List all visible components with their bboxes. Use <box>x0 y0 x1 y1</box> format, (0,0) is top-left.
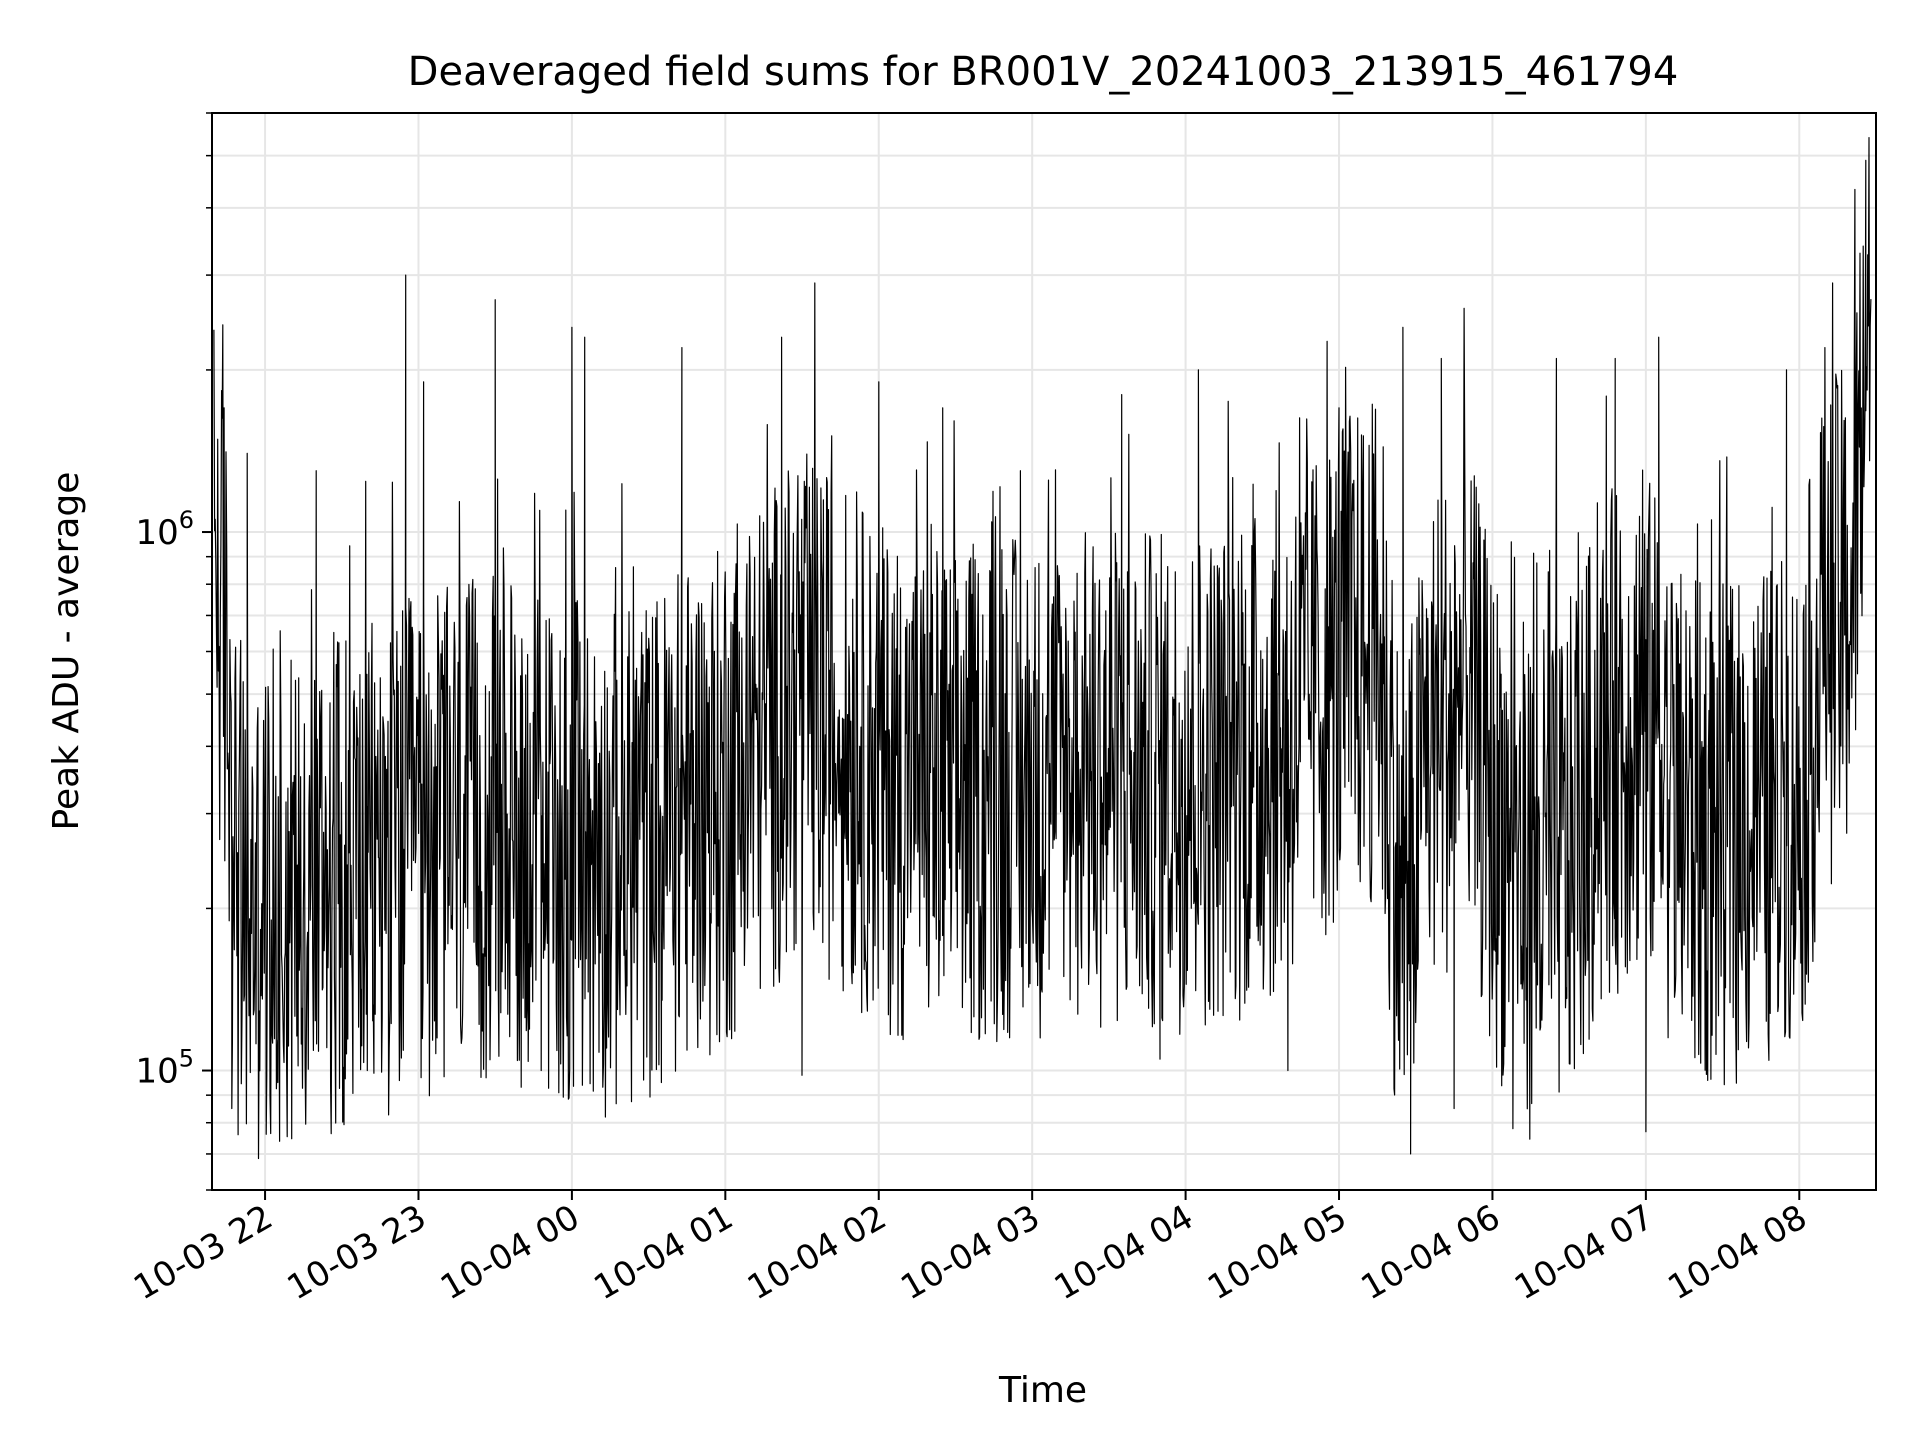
chart-title: Deaveraged field sums for BR001V_2024100… <box>408 49 1679 95</box>
y-axis-ticks: 105 106 <box>135 112 212 1191</box>
series-line <box>213 137 1872 1160</box>
y-axis-label: Peak ADU - average <box>46 472 87 831</box>
y-tick-label: 106 <box>135 506 194 553</box>
y-tick-label: 105 <box>135 1045 194 1092</box>
series-path <box>213 137 1872 1160</box>
x-axis-label: Time <box>998 1370 1087 1411</box>
